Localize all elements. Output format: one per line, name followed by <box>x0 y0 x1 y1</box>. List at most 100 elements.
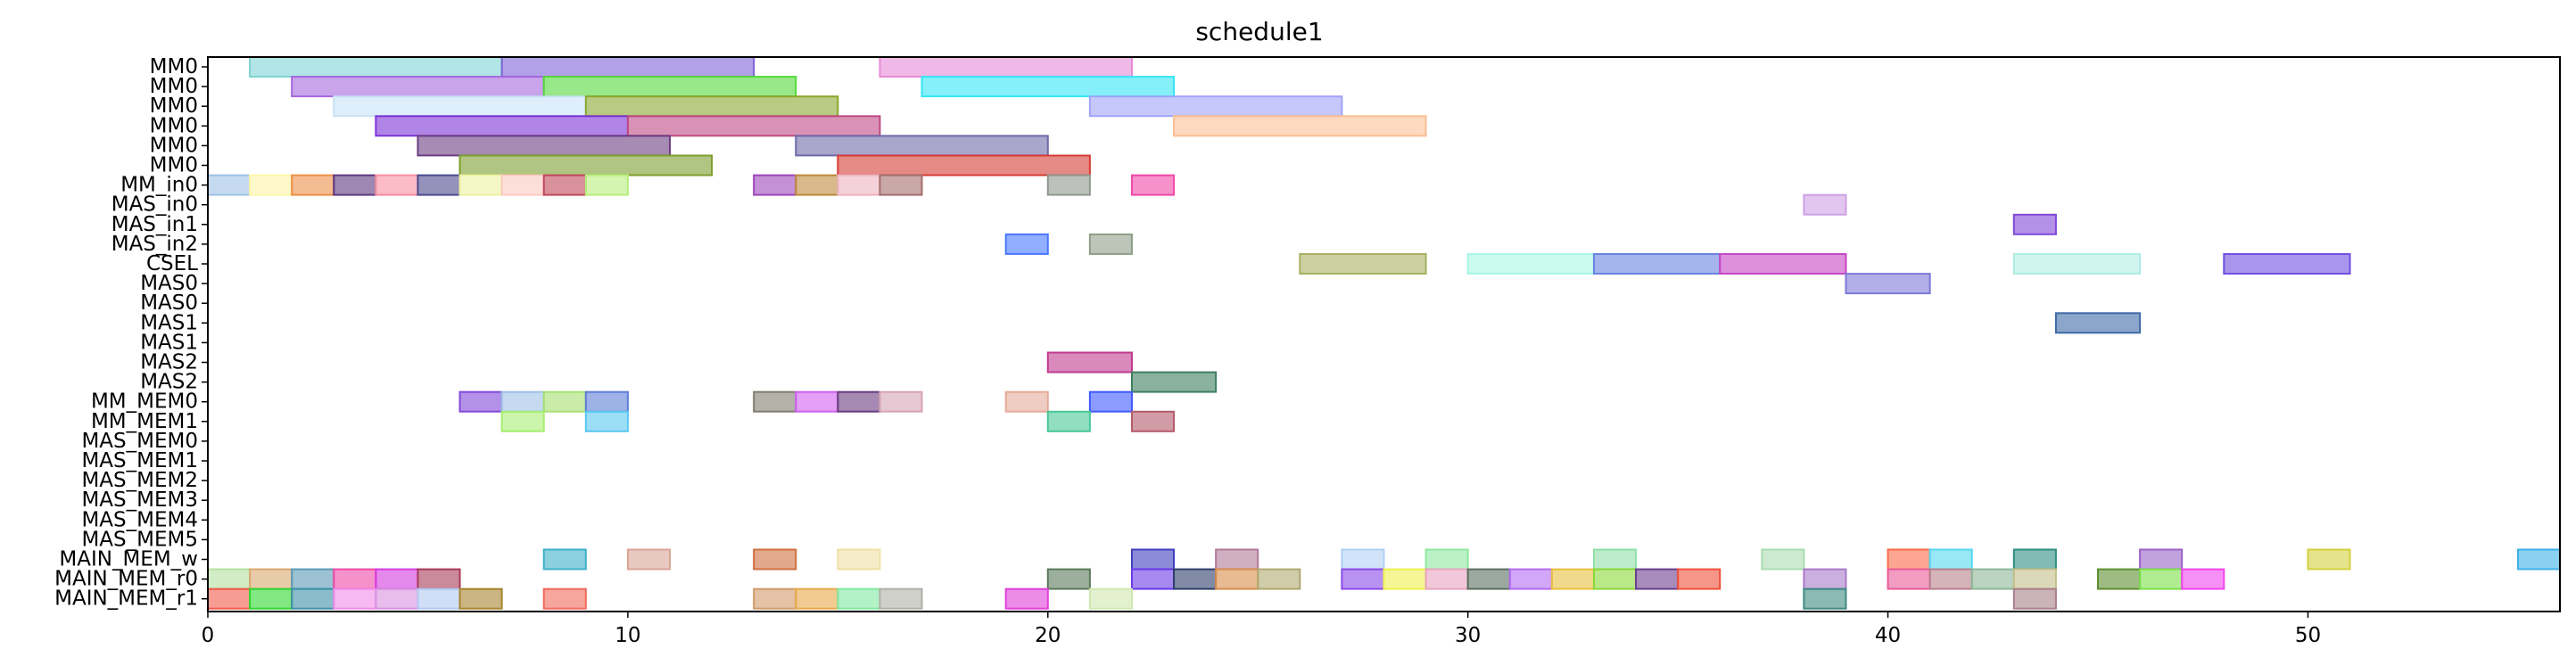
y-tick-label: MAIN_MEM_r0 <box>54 568 198 591</box>
bar-main_mem_r1-112 <box>753 587 797 610</box>
bar-csel-41 <box>2223 253 2351 275</box>
bar-mm_mem0-46 <box>458 390 503 413</box>
bar-main_mem_w-75 <box>2516 548 2561 571</box>
bar-main_mem_w-68 <box>1592 548 1638 571</box>
bar-main_mem_r1-106 <box>291 587 335 610</box>
bar-main_mem_r0-90 <box>1466 568 1511 590</box>
bar-main_mem_w-74 <box>2307 548 2351 571</box>
bar-mas1-43 <box>2054 312 2142 334</box>
bar-mm_in0-17 <box>249 174 293 196</box>
bar-main_mem_r0-92 <box>1550 568 1595 590</box>
bar-main_mem_r0-86 <box>1257 568 1301 590</box>
y-tick-label: MM_MEM1 <box>91 410 198 433</box>
bar-mm0-13 <box>795 135 1049 157</box>
y-tick-label: MAS_in0 <box>111 193 198 217</box>
bar-mm0-9 <box>375 115 629 137</box>
bar-main_mem_r1-116 <box>1004 587 1049 610</box>
bar-main_mem_r0-79 <box>333 568 377 590</box>
y-tick-label: MAS0 <box>140 291 198 315</box>
y-tick-label: MAS_MEM2 <box>81 469 198 492</box>
x-tick-label: 10 <box>615 624 640 647</box>
bar-main_mem_r1-119 <box>2012 587 2057 610</box>
y-tick-label: MAS1 <box>140 311 198 334</box>
bar-mm_mem0-48 <box>542 390 587 413</box>
bar-main_mem_w-69 <box>1761 548 1805 571</box>
bar-main_mem_r0-100 <box>2012 568 2057 590</box>
y-tick-label: MM_in0 <box>120 174 198 197</box>
y-tick-label: MM0 <box>150 75 198 98</box>
y-tick-label: MAS_MEM3 <box>81 488 198 512</box>
bar-main_mem_r0-96 <box>1803 568 1847 590</box>
bar-main_mem_r1-104 <box>207 587 252 610</box>
y-tick-label: MAS2 <box>140 371 198 394</box>
y-tick-label: MAS_in1 <box>111 213 198 236</box>
bar-mas_in1-33 <box>2012 213 2057 235</box>
bar-main_mem_r0-84 <box>1173 568 1218 590</box>
bar-mm_in0-30 <box>1046 174 1091 196</box>
x-tick-label: 40 <box>1875 624 1901 647</box>
bar-mm0-11 <box>1173 115 1427 137</box>
bar-main_mem_r0-82 <box>1046 568 1091 590</box>
bar-mas_in2-34 <box>1004 233 1049 255</box>
y-tick-label: MAS_MEM4 <box>81 508 198 531</box>
bar-main_mem_r0-103 <box>2181 568 2225 590</box>
bar-csel-37 <box>1466 253 1595 275</box>
bar-main_mem_r0-87 <box>1341 568 1385 590</box>
x-tick-label: 0 <box>202 624 215 647</box>
bar-main_mem_r0-95 <box>1677 568 1721 590</box>
bar-main_mem_r1-113 <box>795 587 839 610</box>
bar-mm_in0-18 <box>291 174 335 196</box>
y-tick-label: CSEL <box>146 252 198 275</box>
bar-mm0-10 <box>626 115 881 137</box>
bar-main_mem_r0-80 <box>375 568 419 590</box>
bar-main_mem_r0-97 <box>1887 568 1931 590</box>
bar-mm0-4 <box>542 76 797 98</box>
y-tick-label: MM0 <box>150 154 198 177</box>
bar-mm0-6 <box>333 95 587 118</box>
bar-main_mem_r1-117 <box>1088 587 1133 610</box>
bar-main_mem_w-62 <box>753 548 797 571</box>
bar-main_mem_w-66 <box>1341 548 1385 571</box>
bar-main_mem_w-70 <box>1887 548 1931 571</box>
y-tick-label: MAIN_MEM_r1 <box>54 587 198 611</box>
bar-mm0-1 <box>500 56 755 78</box>
y-tick-label: MAS1 <box>140 331 198 354</box>
bar-mm_mem0-52 <box>837 390 881 413</box>
bar-main_mem_r0-101 <box>2097 568 2142 590</box>
bar-mm0-12 <box>417 135 671 157</box>
bar-mm0-7 <box>584 95 839 118</box>
y-axis: MM0MM0MM0MM0MM0MM0MM_in0MAS_in0MAS_in1MA… <box>54 55 208 611</box>
bar-mm_mem0-47 <box>500 390 545 413</box>
x-tick-label: 20 <box>1035 624 1061 647</box>
bar-mas_in0-32 <box>1803 193 1847 216</box>
bar-mm0-2 <box>879 56 1133 78</box>
chart-title: schedule1 <box>1195 17 1323 46</box>
bar-mm_mem1-56 <box>500 410 545 432</box>
bar-main_mem_r1-108 <box>375 587 419 610</box>
y-tick-label: MAIN_MEM_w <box>59 548 198 571</box>
bar-main_mem_w-65 <box>1215 548 1259 571</box>
x-tick-label: 50 <box>2295 624 2321 647</box>
bar-csel-39 <box>1719 253 1847 275</box>
bar-main_mem_r0-78 <box>291 568 335 590</box>
bar-main_mem_w-64 <box>1130 548 1176 571</box>
bar-mm_in0-24 <box>542 174 587 196</box>
bar-mm_mem0-55 <box>1088 390 1133 413</box>
bar-main_mem_r1-105 <box>249 587 293 610</box>
bar-main_mem_w-60 <box>542 548 587 571</box>
bar-mm_in0-25 <box>584 174 629 196</box>
bar-mm_mem0-51 <box>795 390 839 413</box>
y-tick-label: MAS_in2 <box>111 233 198 256</box>
bar-main_mem_w-71 <box>1928 548 1973 571</box>
bar-mm0-3 <box>291 76 545 98</box>
plot-frame <box>207 56 2561 612</box>
bar-main_mem_r1-109 <box>417 587 461 610</box>
x-axis: 0 10 20 30 40 50 <box>202 612 2321 647</box>
y-tick-label: MM0 <box>150 55 198 78</box>
y-tick-label: MAS_MEM0 <box>81 430 198 453</box>
y-tick-label: MAS0 <box>140 272 198 295</box>
bar-main_mem_w-63 <box>837 548 881 571</box>
bar-main_mem_r0-76 <box>207 568 252 590</box>
bar-main_mem_r1-110 <box>458 587 503 610</box>
